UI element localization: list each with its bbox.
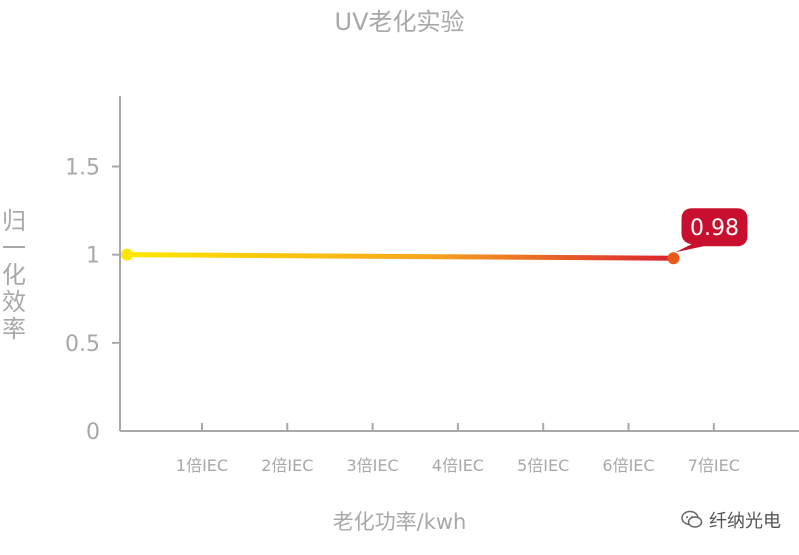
- x-tick-label: 5倍IEC: [517, 456, 569, 475]
- watermark: 纤纳光电: [681, 507, 781, 533]
- y-axis-label: 归一化效率: [2, 207, 26, 343]
- end-value-callout: 0.98: [675, 208, 748, 253]
- x-tick-label: 4倍IEC: [432, 456, 484, 475]
- callout-bubble: [675, 208, 748, 253]
- start-point: [121, 248, 133, 261]
- x-tick-label: 6倍IEC: [602, 456, 654, 475]
- chart-title: UV老化实验: [334, 8, 465, 36]
- end-value-label: 0.98: [690, 216, 739, 241]
- end-point: [667, 252, 680, 265]
- x-tick-label: 3倍IEC: [347, 456, 399, 475]
- x-axis-label: 老化功率/kwh: [332, 510, 467, 534]
- watermark-text: 纤纳光电: [709, 511, 781, 532]
- y-tick-label: 1.5: [65, 156, 100, 181]
- series-line: [124, 252, 676, 261]
- wechat-icon: [681, 510, 703, 528]
- x-tick-label: 1倍IEC: [176, 456, 228, 475]
- x-tick-label: 7倍IEC: [688, 456, 740, 475]
- x-tick-label: 2倍IEC: [261, 456, 313, 475]
- y-tick-label: 0: [86, 420, 100, 445]
- y-tick-label: 1: [86, 244, 100, 269]
- y-tick-label: 0.5: [65, 332, 100, 357]
